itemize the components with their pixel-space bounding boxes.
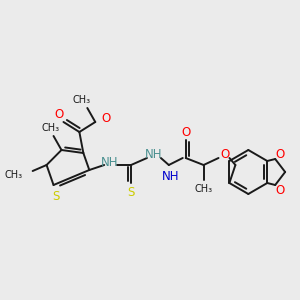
Text: O: O — [181, 125, 190, 139]
Text: S: S — [52, 190, 59, 202]
Text: O: O — [55, 109, 64, 122]
Text: CH₃: CH₃ — [72, 95, 90, 105]
Text: O: O — [276, 184, 285, 196]
Text: CH₃: CH₃ — [4, 170, 23, 180]
Text: O: O — [221, 148, 230, 161]
Text: NH: NH — [100, 155, 118, 169]
Text: CH₃: CH₃ — [194, 184, 213, 194]
Text: NH: NH — [145, 148, 163, 161]
Text: O: O — [101, 112, 110, 124]
Text: NH: NH — [162, 170, 180, 184]
Text: CH₃: CH₃ — [41, 123, 60, 133]
Text: O: O — [276, 148, 285, 160]
Text: S: S — [128, 187, 135, 200]
